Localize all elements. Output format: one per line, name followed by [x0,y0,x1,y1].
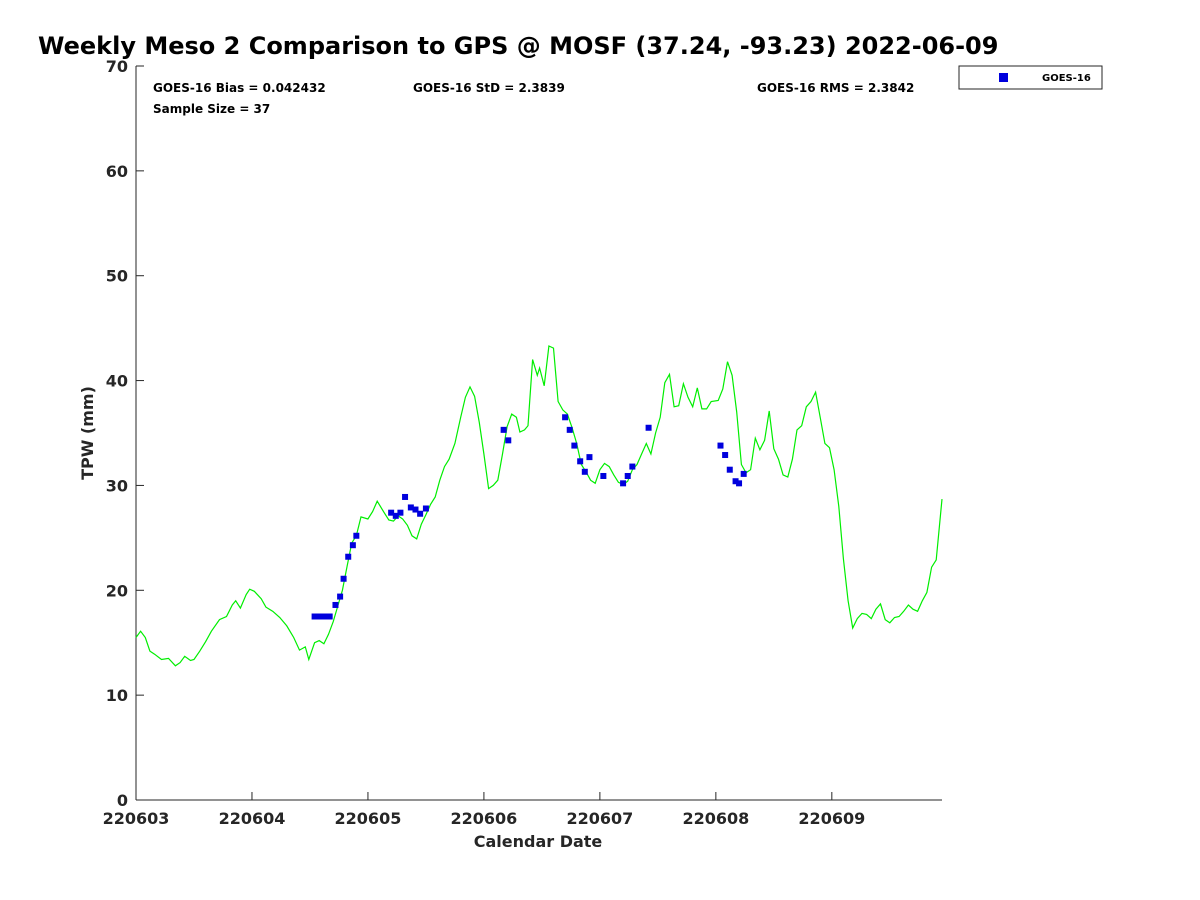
goes16-point [600,472,607,479]
y-ticks: 0 10 20 30 40 50 60 70 [106,57,144,810]
goes16-point [740,470,747,477]
goes16-point [392,512,399,519]
goes16-point [624,472,631,479]
goes16-point [736,480,743,487]
x-tick-label: 220607 [566,809,633,828]
plot-area: 0 10 20 30 40 50 60 70 220603 220604 220605 220606… [103,57,943,828]
gps-tpw-line [135,345,943,667]
legend: GOES-16 [958,65,1103,90]
goes16-point [717,442,724,449]
x-tick-label: 220605 [335,809,402,828]
goes16-point [326,613,333,620]
x-ticks: 220603 220604 220605 220606 220607 220608 2206… [103,792,865,828]
goes16-point [388,509,395,516]
goes16-point [500,426,507,433]
stat-rms: GOES-16 RMS = 2.3842 [757,81,914,95]
goes16-point [629,463,636,470]
goes16-point [319,613,326,620]
goes16-point [340,575,347,582]
goes16-point [349,542,356,549]
x-axis-label: Calendar Date [474,832,603,851]
goes16-point [345,553,352,560]
goes16-point [722,452,729,459]
goes16-point [353,532,360,539]
goes16-point [417,510,424,517]
goes16-point [505,437,512,444]
goes16-point [620,480,627,487]
stat-bias: GOES-16 Bias = 0.042432 [153,81,326,95]
chart-title: Weekly Meso 2 Comparison to GPS @ MOSF (… [38,32,998,60]
x-tick-label: 220609 [798,809,865,828]
y-tick-label: 30 [106,476,128,495]
goes16-point [397,509,404,516]
y-tick-label: 70 [106,57,128,76]
y-tick-label: 10 [106,686,128,705]
goes16-point [732,478,739,485]
goes16-point [581,468,588,475]
goes16-point [412,506,419,513]
goes16-point [645,424,652,431]
goes16-point [407,504,414,511]
goes16-point [566,426,573,433]
goes16-point [402,493,409,500]
goes16-point [586,454,593,461]
stat-sample-size: Sample Size = 37 [153,102,270,116]
stat-std: GOES-16 StD = 2.3839 [413,81,565,95]
x-tick-label: 220608 [682,809,749,828]
y-tick-label: 50 [106,267,128,286]
x-tick-label: 220606 [451,809,518,828]
legend-box [958,65,1103,90]
goes16-point [316,613,323,620]
y-tick-label: 40 [106,372,128,391]
goes16-point [562,414,569,421]
legend-entry-goes16: GOES-16 [1042,73,1091,84]
x-tick-label: 220604 [219,809,286,828]
goes16-point [571,442,578,449]
y-tick-label: 60 [106,162,128,181]
y-tick-label: 20 [106,581,128,600]
goes16-point [332,601,339,608]
series-layer [135,345,943,667]
goes16-point [577,458,584,465]
goes16-point [422,505,429,512]
legend-marker [999,73,1008,82]
goes16-point [337,593,344,600]
goes16-point [726,466,733,473]
y-tick-label: 0 [117,791,128,810]
y-axis-label: TPW (mm) [78,386,97,480]
x-tick-label: 220603 [103,809,170,828]
goes16-point [311,613,318,620]
goes16-point [323,613,330,620]
